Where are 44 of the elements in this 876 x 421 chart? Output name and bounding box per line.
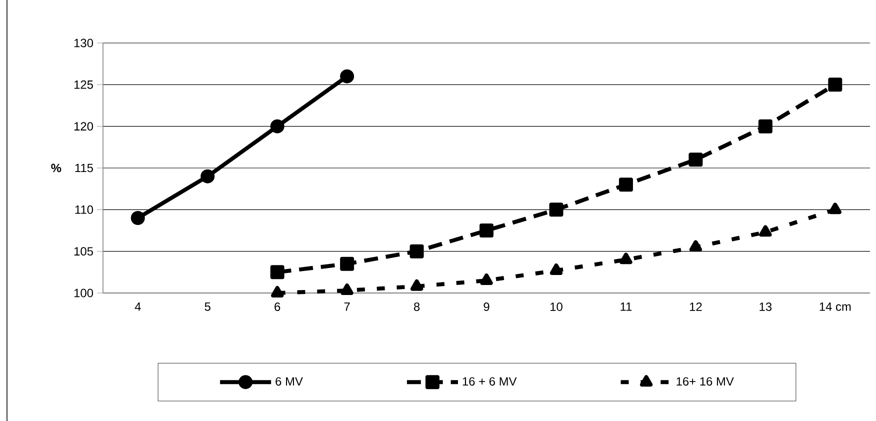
point xyxy=(410,279,424,291)
x-tick-label: 5 xyxy=(204,302,210,311)
point xyxy=(758,119,772,134)
x-tick-label: 9 xyxy=(484,302,490,311)
point xyxy=(200,169,215,184)
x-tick-label: 14 cm xyxy=(820,302,851,311)
point xyxy=(480,224,494,238)
point xyxy=(340,69,354,84)
point xyxy=(410,244,424,258)
point xyxy=(340,256,354,271)
point xyxy=(270,119,284,134)
point xyxy=(828,78,842,92)
legend-label: 6 MV xyxy=(276,377,303,386)
point xyxy=(340,284,354,295)
legend-label: 16+ 16 MV xyxy=(676,377,734,386)
y-tick-label: 130 xyxy=(74,38,94,48)
x-tick-label: 4 xyxy=(134,302,141,311)
y-tick-label: 100 xyxy=(74,288,94,298)
point xyxy=(271,286,284,298)
y-axis-title: % xyxy=(51,164,62,172)
x-tick-label: 8 xyxy=(414,302,420,311)
point xyxy=(549,202,564,217)
legend-label: 16 + 6 MV xyxy=(462,377,517,386)
x-tick-label: 11 xyxy=(620,302,632,311)
point xyxy=(689,240,702,252)
point xyxy=(130,211,145,225)
point xyxy=(688,152,703,167)
point xyxy=(620,252,632,264)
x-tick-label: 6 xyxy=(274,302,280,311)
y-tick-label: 120 xyxy=(74,122,94,131)
y-tick-label: 115 xyxy=(75,164,93,172)
y-tick-label: 110 xyxy=(75,205,94,214)
y-tick-label: 105 xyxy=(74,247,93,256)
point xyxy=(270,265,284,280)
point xyxy=(759,225,772,237)
x-tick-label: 13 xyxy=(760,302,772,311)
x-tick-label: 12 xyxy=(690,302,702,311)
point xyxy=(550,264,563,275)
point xyxy=(480,274,493,285)
x-tick-label: 7 xyxy=(344,302,350,311)
y-tick-label: 125 xyxy=(74,80,93,89)
point xyxy=(828,202,842,214)
point xyxy=(618,178,633,192)
x-tick-label: 10 xyxy=(550,302,562,311)
